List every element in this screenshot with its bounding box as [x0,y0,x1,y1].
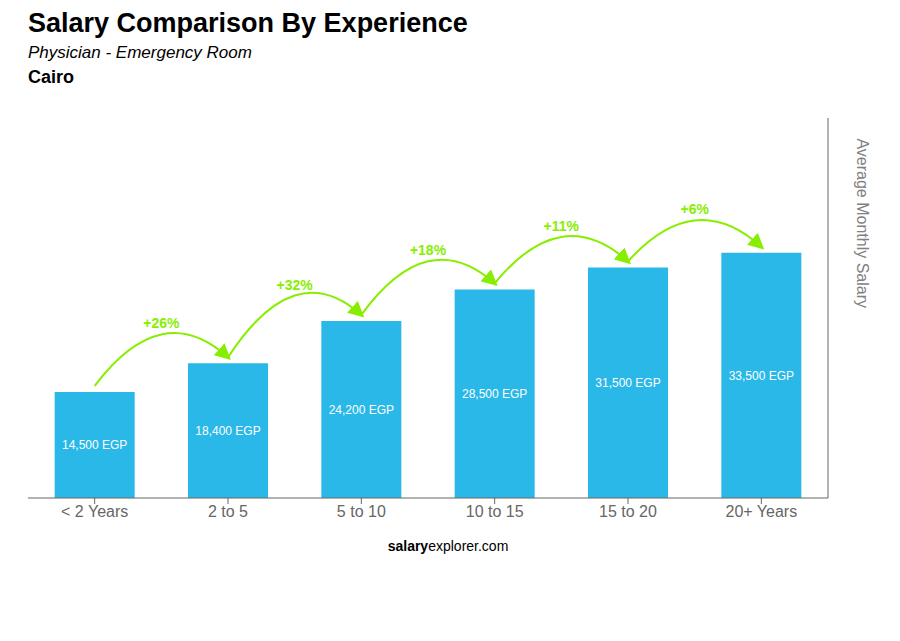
svg-text:2 to 5: 2 to 5 [208,503,248,520]
svg-text:< 2 Years: < 2 Years [61,503,128,520]
svg-text:5 to 10: 5 to 10 [337,503,386,520]
svg-text:+18%: +18% [410,242,447,258]
svg-text:+26%: +26% [143,315,180,331]
html-text:Physician - Emergency Room: Physician - Emergency Room [28,43,252,62]
html-text:Salary Comparison By Experienc: Salary Comparison By Experience [28,8,468,38]
svg-text:15 to 20: 15 to 20 [599,503,657,520]
svg-text:10 to 15: 10 to 15 [466,503,524,520]
html-text:Cairo: Cairo [28,67,74,87]
svg-text:14,500 EGP: 14,500 EGP [62,438,127,452]
svg-text:Average Monthly Salary: Average Monthly Salary [854,138,871,308]
svg-text:+11%: +11% [544,218,580,234]
svg-text:+6%: +6% [680,201,709,217]
svg-text:20+ Years: 20+ Years [726,503,798,520]
html-text:salary explorer.com: salary explorer.com [387,538,509,554]
svg-text:18,400 EGP: 18,400 EGP [195,424,260,438]
svg-text:+32%: +32% [277,277,314,293]
svg-text:28,500 EGP: 28,500 EGP [462,387,527,401]
svg-text:33,500 EGP: 33,500 EGP [729,369,794,383]
svg-text:31,500 EGP: 31,500 EGP [595,376,660,390]
svg-text:24,200 EGP: 24,200 EGP [329,403,394,417]
